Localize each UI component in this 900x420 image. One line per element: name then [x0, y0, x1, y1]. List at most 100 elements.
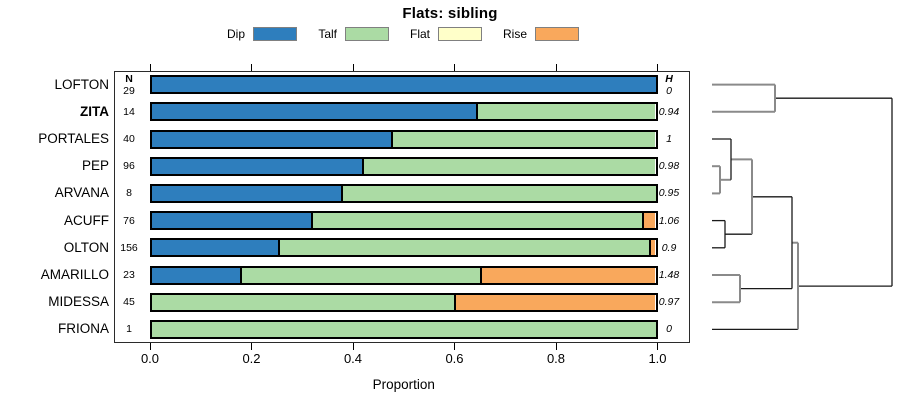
h-cell: 1.48	[649, 261, 689, 288]
legend-label: Rise	[502, 26, 527, 41]
bar-pep	[150, 156, 658, 176]
bar-arvana	[150, 183, 658, 203]
bottom-axis-tick	[555, 343, 557, 350]
y-label-arvana: ARVANA	[54, 185, 109, 201]
h-cell: 1.06	[649, 207, 689, 234]
n-cell: 40	[109, 125, 149, 152]
y-label-portales: PORTALES	[38, 131, 109, 146]
h-value: 0.94	[658, 105, 680, 118]
n-cell: 8	[109, 180, 149, 207]
legend-label: Talf	[318, 26, 337, 41]
n-column-header: N	[125, 72, 133, 85]
h-value: 0.97	[658, 296, 680, 309]
bar-segment-talf	[239, 267, 481, 283]
bar-segment-talf	[152, 321, 656, 337]
h-value: 1.06	[658, 214, 680, 227]
legend-item-rise: Rise	[465, 26, 579, 41]
x-tick-label: 0.6	[445, 351, 464, 366]
bar-amarillo	[150, 265, 658, 285]
h-cell: 0	[649, 316, 689, 343]
bar-segment-rise	[480, 267, 656, 283]
n-cell: 76	[109, 207, 149, 234]
bottom-axis-tick	[657, 343, 658, 350]
bottom-axis-tick	[149, 343, 151, 350]
bottom-axis-tick	[454, 343, 455, 350]
bar-friona	[150, 319, 658, 339]
n-value: 29	[123, 84, 135, 97]
top-axis-tick	[149, 64, 151, 71]
h-value: 0.9	[661, 241, 677, 254]
bar-segment-rise	[642, 213, 656, 229]
n-value: 14	[123, 105, 135, 118]
n-value: 45	[123, 296, 135, 309]
h-cell: 0.9	[649, 234, 689, 261]
x-axis-title: Proportion	[372, 377, 435, 392]
bar-segment-dip	[152, 240, 278, 256]
h-cell: 0.98	[649, 153, 689, 180]
h-value: 0.98	[658, 160, 680, 173]
plot-box	[114, 71, 690, 343]
bar-segment-talf	[311, 213, 643, 229]
top-axis-tick	[555, 64, 557, 71]
n-cell: 156	[109, 234, 149, 261]
legend-item-flat: Flat	[368, 26, 482, 41]
h-cell: 1	[649, 125, 689, 152]
n-cell: 96	[109, 153, 149, 180]
bar-segment-talf	[391, 131, 656, 147]
bar-midessa	[150, 292, 658, 312]
y-label-lofton: LOFTON	[54, 76, 109, 92]
top-axis-tick	[352, 64, 354, 71]
n-value: 156	[120, 241, 138, 254]
legend-swatch-rise	[535, 26, 579, 41]
bar-segment-dip	[152, 104, 476, 120]
bar-segment-dip	[152, 213, 312, 229]
n-cell: 45	[109, 289, 149, 316]
h-cell: 0.97	[649, 289, 689, 316]
bar-segment-talf	[475, 104, 656, 120]
n-cell: 1	[109, 316, 149, 343]
h-value: 0	[666, 323, 672, 336]
legend-item-talf: Talf	[275, 26, 389, 41]
h-column-header: H	[665, 72, 673, 85]
legend-swatch-talf	[345, 26, 389, 41]
h-value: 0.95	[658, 187, 680, 200]
x-tick-label: 0.2	[242, 351, 261, 366]
x-tick-label: 0.8	[546, 351, 566, 366]
bar-portales	[150, 129, 658, 149]
y-label-friona: FRIONA	[57, 321, 109, 337]
bar-acuff	[150, 211, 658, 231]
n-value: 8	[126, 187, 132, 200]
n-value: 23	[123, 268, 135, 281]
chart-title: Flats: sibling	[402, 5, 498, 22]
bar-segment-dip	[152, 131, 392, 147]
h-cell: 0.94	[649, 98, 689, 125]
y-label-zita: ZITA	[80, 103, 109, 119]
bar-segment-dip	[152, 267, 240, 283]
top-axis-tick	[251, 64, 252, 71]
bar-lofton	[150, 75, 658, 95]
n-value: 76	[123, 214, 135, 227]
h-value: 0	[666, 84, 672, 97]
bar-segment-dip	[152, 158, 362, 174]
bar-segment-talf	[152, 294, 455, 310]
legend-swatch-dip	[253, 26, 297, 41]
n-value: 96	[123, 160, 135, 173]
bar-segment-talf	[361, 158, 656, 174]
bottom-axis-tick	[251, 343, 252, 350]
bar-segment-talf	[340, 185, 656, 201]
n-cell: 23	[109, 261, 149, 288]
y-label-pep: PEP	[81, 158, 109, 174]
x-tick-label: 0.0	[140, 351, 160, 366]
bar-olton	[150, 238, 658, 258]
legend-item-dip: Dip	[183, 26, 297, 41]
n-value: 40	[123, 132, 135, 145]
bar-segment-talf	[277, 240, 649, 256]
bar-zita	[150, 102, 658, 122]
bar-segment-rise	[648, 240, 656, 256]
bar-segment-rise	[454, 294, 656, 310]
h-cell: 0.95	[649, 180, 689, 207]
top-axis-tick	[454, 64, 455, 71]
y-label-amarillo: AMARILLO	[40, 267, 109, 282]
n-cell: 14	[109, 98, 149, 125]
